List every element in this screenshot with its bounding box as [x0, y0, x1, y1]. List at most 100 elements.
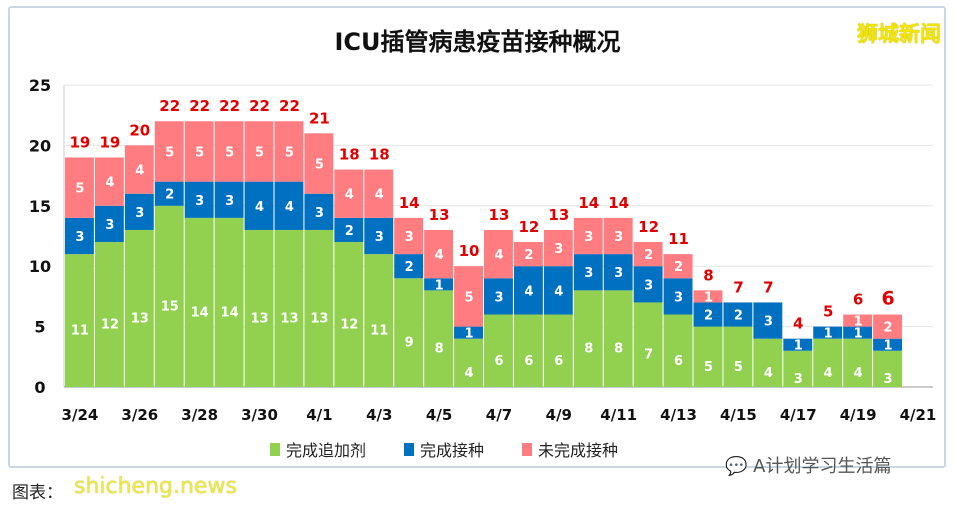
- legend: 完成追加剂 完成接种 未完成接种: [270, 437, 618, 461]
- y-tick-label: 0: [34, 378, 45, 397]
- total-label: 6: [853, 291, 863, 309]
- segment-label: 3: [884, 372, 893, 387]
- bar-segment-2: [364, 169, 394, 218]
- bar-segment-1: [603, 254, 633, 291]
- segment-label: 2: [734, 309, 743, 324]
- segment-label: 13: [310, 311, 328, 326]
- bar-segment-0: [184, 217, 214, 387]
- bar-segment-0: [424, 290, 454, 387]
- segment-label: 4: [375, 188, 384, 203]
- total-label: 14: [399, 194, 420, 212]
- segment-label: 8: [435, 342, 444, 357]
- bar-segment-1: [124, 193, 154, 230]
- total-label: 7: [763, 278, 773, 296]
- total-label: 22: [189, 97, 210, 115]
- segment-label: 3: [764, 315, 773, 330]
- bar-segment-1: [304, 193, 334, 230]
- bar-segment-2: [603, 217, 633, 255]
- segment-label: 14: [221, 305, 239, 320]
- bar-segment-1: [843, 326, 873, 339]
- segment-label: 9: [405, 336, 414, 351]
- total-label: 8: [703, 266, 713, 284]
- segment-label: 1: [794, 339, 803, 354]
- x-tick-label: 4/1: [306, 406, 332, 424]
- total-label: 5: [823, 303, 833, 321]
- x-tick-label: 4/3: [366, 406, 392, 424]
- bar-segment-1: [783, 338, 813, 351]
- bar-segment-2: [184, 121, 214, 182]
- bar-segment-1: [723, 302, 753, 327]
- bar-segment-0: [394, 278, 424, 387]
- segment-label: 2: [405, 260, 414, 275]
- segment-label: 3: [494, 290, 503, 305]
- bar-segment-0: [753, 338, 783, 387]
- bar-segment-0: [633, 302, 663, 387]
- bar-segment-2: [843, 314, 873, 327]
- bar-segment-2: [154, 121, 184, 182]
- bar-segment-0: [693, 326, 723, 387]
- bar-segment-2: [543, 229, 573, 267]
- total-label: 18: [339, 146, 360, 164]
- segment-label: 1: [704, 290, 713, 305]
- bar-segment-1: [364, 217, 394, 255]
- segment-label: 2: [345, 224, 354, 239]
- segment-label: 4: [105, 176, 114, 191]
- bar-segment-1: [633, 266, 663, 303]
- bar-segment-0: [65, 254, 94, 387]
- legend-item-booster: 完成追加剂: [270, 437, 366, 461]
- x-tick-label: 4/5: [426, 406, 452, 424]
- bar-segment-0: [334, 242, 364, 387]
- x-tick-label: 4/21: [900, 406, 937, 424]
- segment-label: 2: [165, 188, 174, 203]
- segment-label: 3: [554, 242, 563, 257]
- segment-label: 2: [884, 321, 893, 336]
- y-tick-label: 10: [29, 257, 51, 276]
- total-label: 18: [369, 146, 390, 164]
- segment-label: 5: [704, 360, 713, 375]
- segment-label: 4: [285, 200, 294, 215]
- total-label: 19: [70, 133, 91, 151]
- segment-label: 4: [824, 366, 833, 381]
- site-watermark: shicheng.news: [74, 474, 237, 499]
- segment-label: 2: [644, 248, 653, 263]
- segment-label: 11: [370, 324, 388, 339]
- bar-segment-1: [154, 181, 184, 206]
- bar-segment-2: [334, 169, 364, 218]
- segment-label: 2: [524, 248, 533, 263]
- segment-label: 3: [794, 372, 803, 387]
- segment-label: 5: [465, 290, 474, 305]
- bar-segment-1: [813, 326, 843, 339]
- y-tick-label: 25: [29, 76, 51, 95]
- segment-label: 3: [75, 230, 84, 245]
- x-tick-label: 4/7: [486, 406, 512, 424]
- bar-segment-1: [753, 302, 783, 339]
- bar-segment-0: [154, 205, 184, 387]
- x-tick-label: 4/15: [720, 406, 757, 424]
- bar-segment-1: [274, 181, 304, 230]
- total-label: 11: [668, 230, 689, 248]
- segment-label: 5: [255, 145, 264, 160]
- bar-segment-2: [454, 266, 483, 327]
- segment-label: 13: [131, 311, 149, 326]
- bar-segment-1: [513, 266, 543, 315]
- bar-segment-2: [513, 242, 543, 267]
- segment-label: 3: [644, 278, 653, 293]
- segment-label: 1: [435, 278, 444, 293]
- segment-label: 4: [135, 164, 144, 179]
- bar-segment-1: [394, 254, 424, 279]
- segment-label: 1: [854, 315, 863, 330]
- segment-label: 3: [315, 206, 324, 221]
- bar-segment-2: [873, 314, 903, 339]
- total-label: 14: [578, 194, 599, 212]
- total-label: 6: [881, 288, 894, 310]
- segment-label: 4: [764, 366, 773, 381]
- segment-label: 3: [584, 266, 593, 281]
- bar-segment-2: [484, 229, 513, 279]
- segment-label: 5: [165, 145, 174, 160]
- source-label: 图表：: [12, 483, 63, 503]
- segment-label: 5: [315, 158, 324, 173]
- bar-segment-0: [454, 338, 483, 387]
- segment-label: 12: [340, 318, 358, 333]
- segment-label: 4: [854, 366, 863, 381]
